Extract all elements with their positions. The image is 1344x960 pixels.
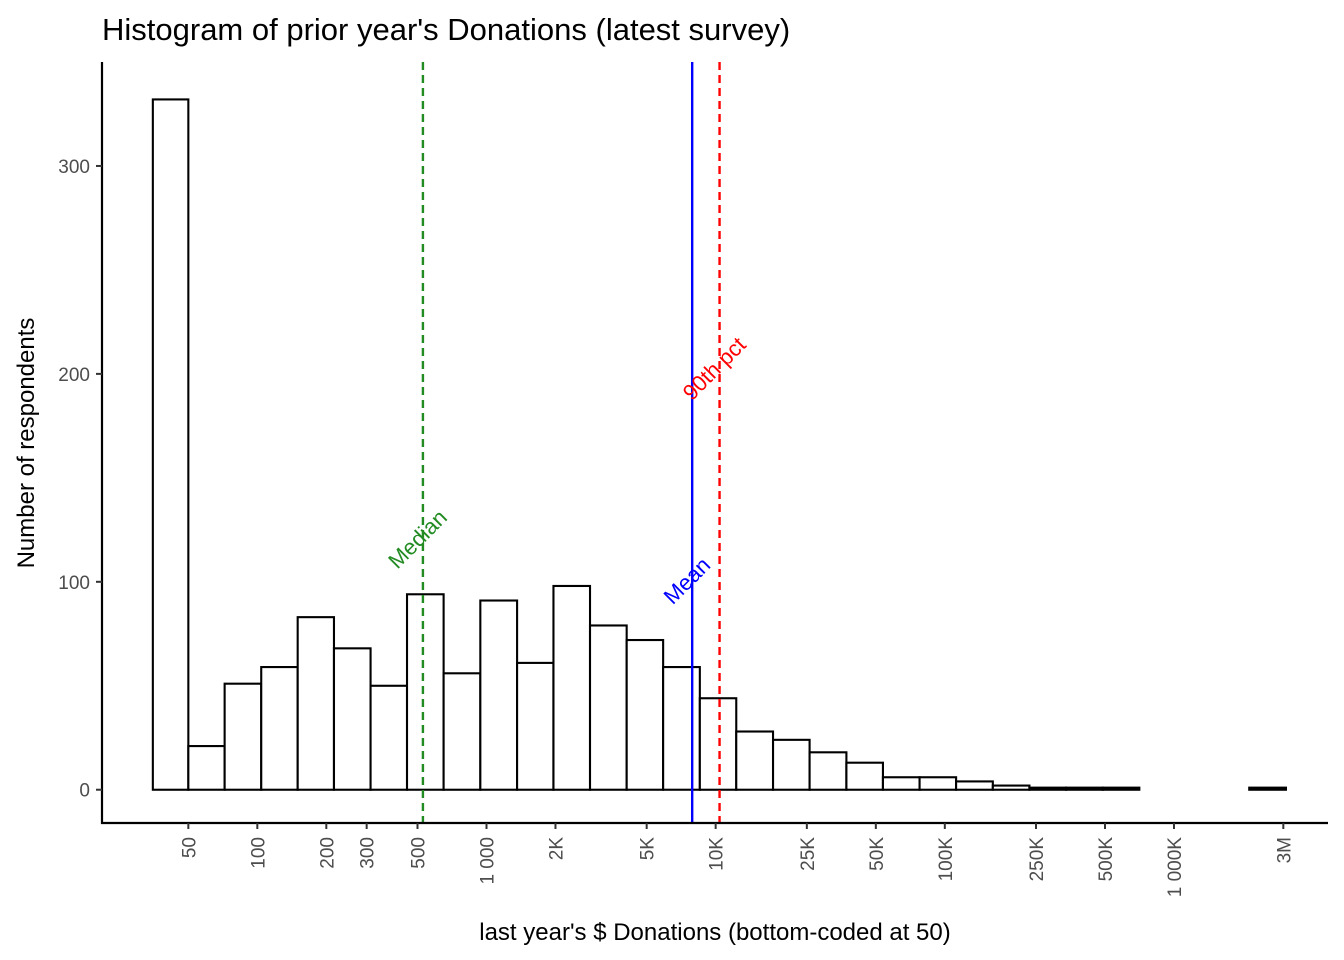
x-tick-label: 500	[409, 837, 430, 869]
histogram-bar	[332, 647, 372, 791]
x-tick-label: 250K	[1027, 837, 1048, 882]
histogram-bar	[516, 661, 555, 791]
x-tick-label: 100K	[936, 837, 957, 882]
histogram-bar	[442, 672, 482, 791]
histogram-bar	[479, 599, 519, 791]
histogram-bar	[1028, 786, 1068, 791]
histogram-bar	[369, 684, 409, 791]
x-tick-label: 25K	[798, 837, 819, 871]
histogram-bar	[260, 666, 299, 791]
histogram-bar	[918, 776, 958, 791]
x-tick-label: 300	[358, 837, 379, 869]
histogram-bar	[296, 616, 336, 791]
x-tick-label: 50	[179, 837, 200, 858]
histogram-bar	[151, 98, 190, 791]
y-axis-title: Number of respondents	[13, 318, 40, 569]
histogram-bar	[808, 751, 848, 791]
histogram-bar	[881, 776, 921, 791]
x-tick-label: 500K	[1096, 837, 1117, 882]
histogram-bar	[735, 730, 775, 791]
histogram-bar	[698, 697, 738, 791]
histogram-bar	[588, 624, 628, 791]
histogram-bar	[1064, 786, 1104, 791]
reference-label-mean: Mean	[659, 552, 716, 609]
reference-label-median: Median	[383, 505, 452, 574]
x-tick-label: 3M	[1274, 837, 1295, 863]
histogram-bar	[187, 745, 226, 791]
reference-label-90th-pct: 90th pct	[678, 332, 751, 405]
histogram-bar	[1101, 786, 1141, 791]
x-tick-label: 1 000	[477, 837, 498, 885]
axes-layer: 0 100 200 300 50 100 200 300 500 1 000 2K 5K 10K 25K 5…	[58, 62, 1328, 897]
histogram-bar	[662, 666, 701, 791]
x-tick-label: 1 000K	[1165, 837, 1186, 898]
histogram-bar	[625, 638, 665, 791]
histogram-bar	[955, 780, 994, 791]
x-tick-label: 50K	[867, 837, 888, 871]
y-tick-label: 0	[79, 781, 90, 802]
x-tick-label: 10K	[707, 837, 728, 871]
chart-title: Histogram of prior year's Donations (lat…	[102, 12, 790, 47]
histogram-bar	[771, 738, 811, 791]
histogram-bar	[845, 761, 884, 791]
x-tick-label: 200	[317, 837, 338, 869]
y-tick-label: 100	[58, 573, 90, 594]
bars-layer	[151, 98, 1287, 791]
histogram-bar	[552, 584, 592, 791]
x-tick-label: 5K	[638, 837, 659, 861]
histogram-bar	[991, 784, 1031, 791]
x-tick-label: 2K	[546, 837, 567, 861]
histogram-bar	[405, 593, 445, 791]
histogram-bar	[223, 682, 263, 791]
x-tick-label: 100	[248, 837, 269, 869]
y-tick-label: 300	[58, 157, 90, 178]
histogram-bar	[1248, 786, 1287, 791]
y-tick-label: 200	[58, 365, 90, 386]
x-axis-title: last year's $ Donations (bottom-coded at…	[479, 919, 951, 946]
